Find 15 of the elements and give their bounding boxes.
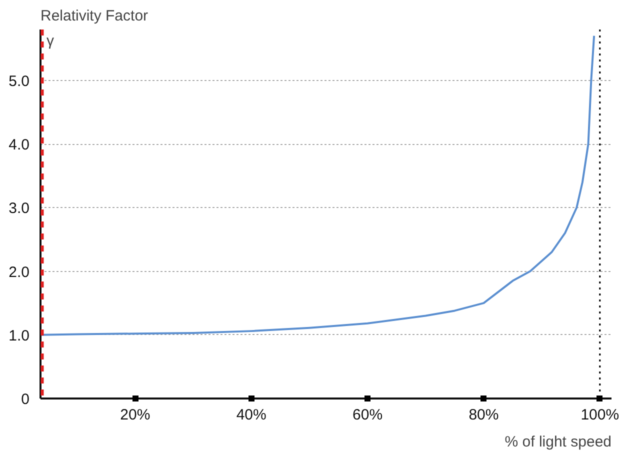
y-tick-label: 2.0 xyxy=(8,264,30,281)
x-tick-label: 40% xyxy=(236,406,266,424)
y-tick-label: 5.0 xyxy=(8,72,30,90)
x-axis-title: % of light speed xyxy=(504,434,612,450)
y-tick-label: 1.0 xyxy=(8,327,30,344)
y-tick-label: 4.0 xyxy=(8,136,30,154)
line-series xyxy=(40,34,596,336)
y-axis-title: γ xyxy=(46,32,54,50)
x-tick-label: 20% xyxy=(120,406,150,424)
x-tick-label: 80% xyxy=(468,406,499,424)
x-tick-label: 60% xyxy=(352,406,383,424)
y-tick-label: 0 xyxy=(21,391,30,408)
chart-title: Relativity Factor xyxy=(40,8,148,24)
y-tick-label: 3.0 xyxy=(8,200,30,218)
x-tick-label: 100% xyxy=(580,406,620,424)
